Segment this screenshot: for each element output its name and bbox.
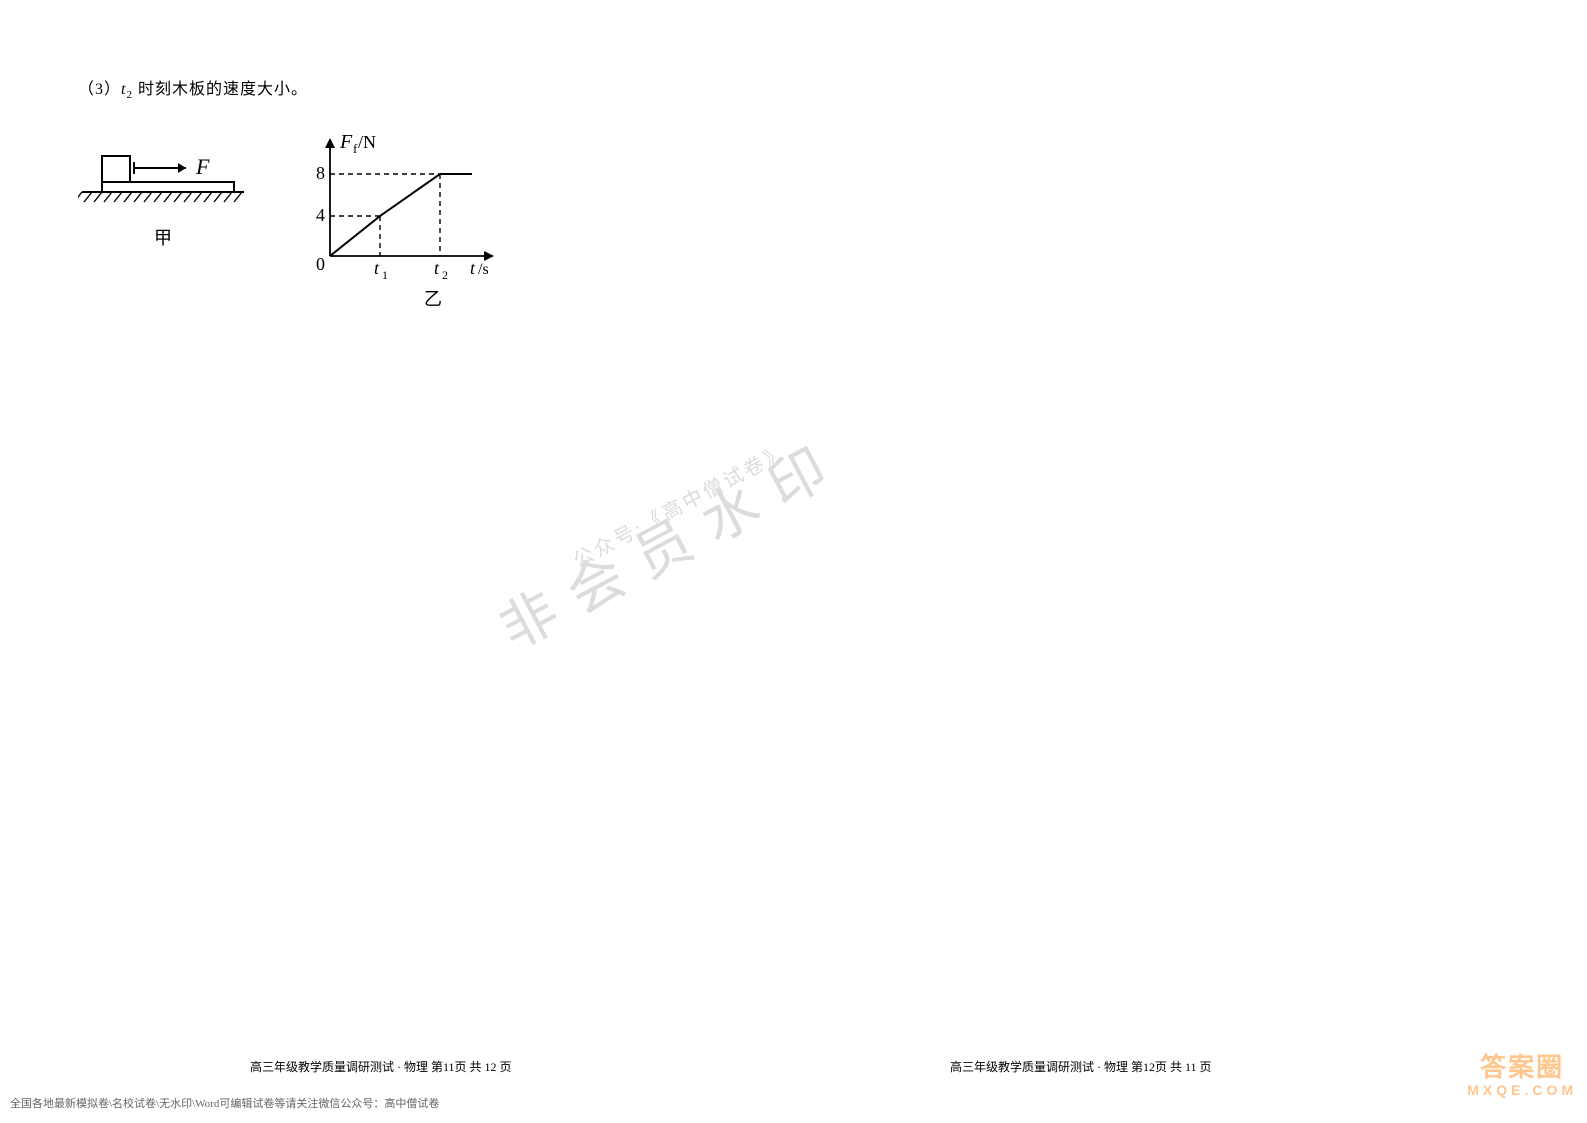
xtick-t2-sub: 2 bbox=[442, 268, 448, 282]
x-axis-unit: /s bbox=[478, 261, 489, 278]
force-label-text: F bbox=[195, 154, 210, 179]
origin-0: 0 bbox=[316, 254, 325, 274]
ytick-8: 8 bbox=[316, 163, 325, 183]
question-3: （3）t2 时刻木板的速度大小。 bbox=[78, 75, 508, 101]
figures-row: F 甲 bbox=[78, 126, 508, 311]
ytick-4: 4 bbox=[316, 205, 325, 225]
figure-jia-label: 甲 bbox=[154, 224, 172, 250]
x-axis-label: t bbox=[470, 258, 476, 278]
question-body: 时刻木板的速度大小。 bbox=[133, 81, 308, 98]
corner-watermark: 答案圈 MXQE.COM bbox=[1467, 1047, 1577, 1098]
figure-yi-label: 乙 bbox=[424, 285, 442, 311]
y-axis-unit: /N bbox=[358, 132, 376, 152]
watermark-main: 非会员水印 bbox=[483, 416, 857, 666]
corner-watermark-title: 答案圈 bbox=[1480, 1047, 1564, 1084]
question-prefix: （3） bbox=[78, 81, 121, 98]
figure-yi: 8 4 0 F f /N t 1 t 2 t /s 乙 bbox=[288, 126, 508, 311]
diagram-yi: 8 4 0 F f /N t 1 t 2 t /s bbox=[288, 126, 508, 291]
bottom-note: 全国各地最新模拟卷\名校试卷\无水印\Word可编辑试卷等请关注微信公众号：高中… bbox=[10, 1095, 439, 1111]
content-area: （3）t2 时刻木板的速度大小。 bbox=[78, 75, 508, 311]
xtick-t2: t bbox=[434, 258, 440, 278]
page-footer-right: 高三年级教学质量调研测试 · 物理 第12页 共 11 页 bbox=[950, 1058, 1212, 1075]
xtick-t1-sub: 1 bbox=[382, 268, 388, 282]
page-footer-left: 高三年级教学质量调研测试 · 物理 第11页 共 12 页 bbox=[250, 1058, 512, 1075]
xtick-t1: t bbox=[374, 258, 380, 278]
watermark-sub: 公众号:《高中僧试卷》 bbox=[567, 436, 791, 574]
y-axis-label: F bbox=[339, 131, 353, 153]
corner-watermark-sub: MXQE.COM bbox=[1467, 1082, 1577, 1098]
diagram-jia: F bbox=[78, 126, 248, 216]
figure-jia: F 甲 bbox=[78, 126, 248, 250]
